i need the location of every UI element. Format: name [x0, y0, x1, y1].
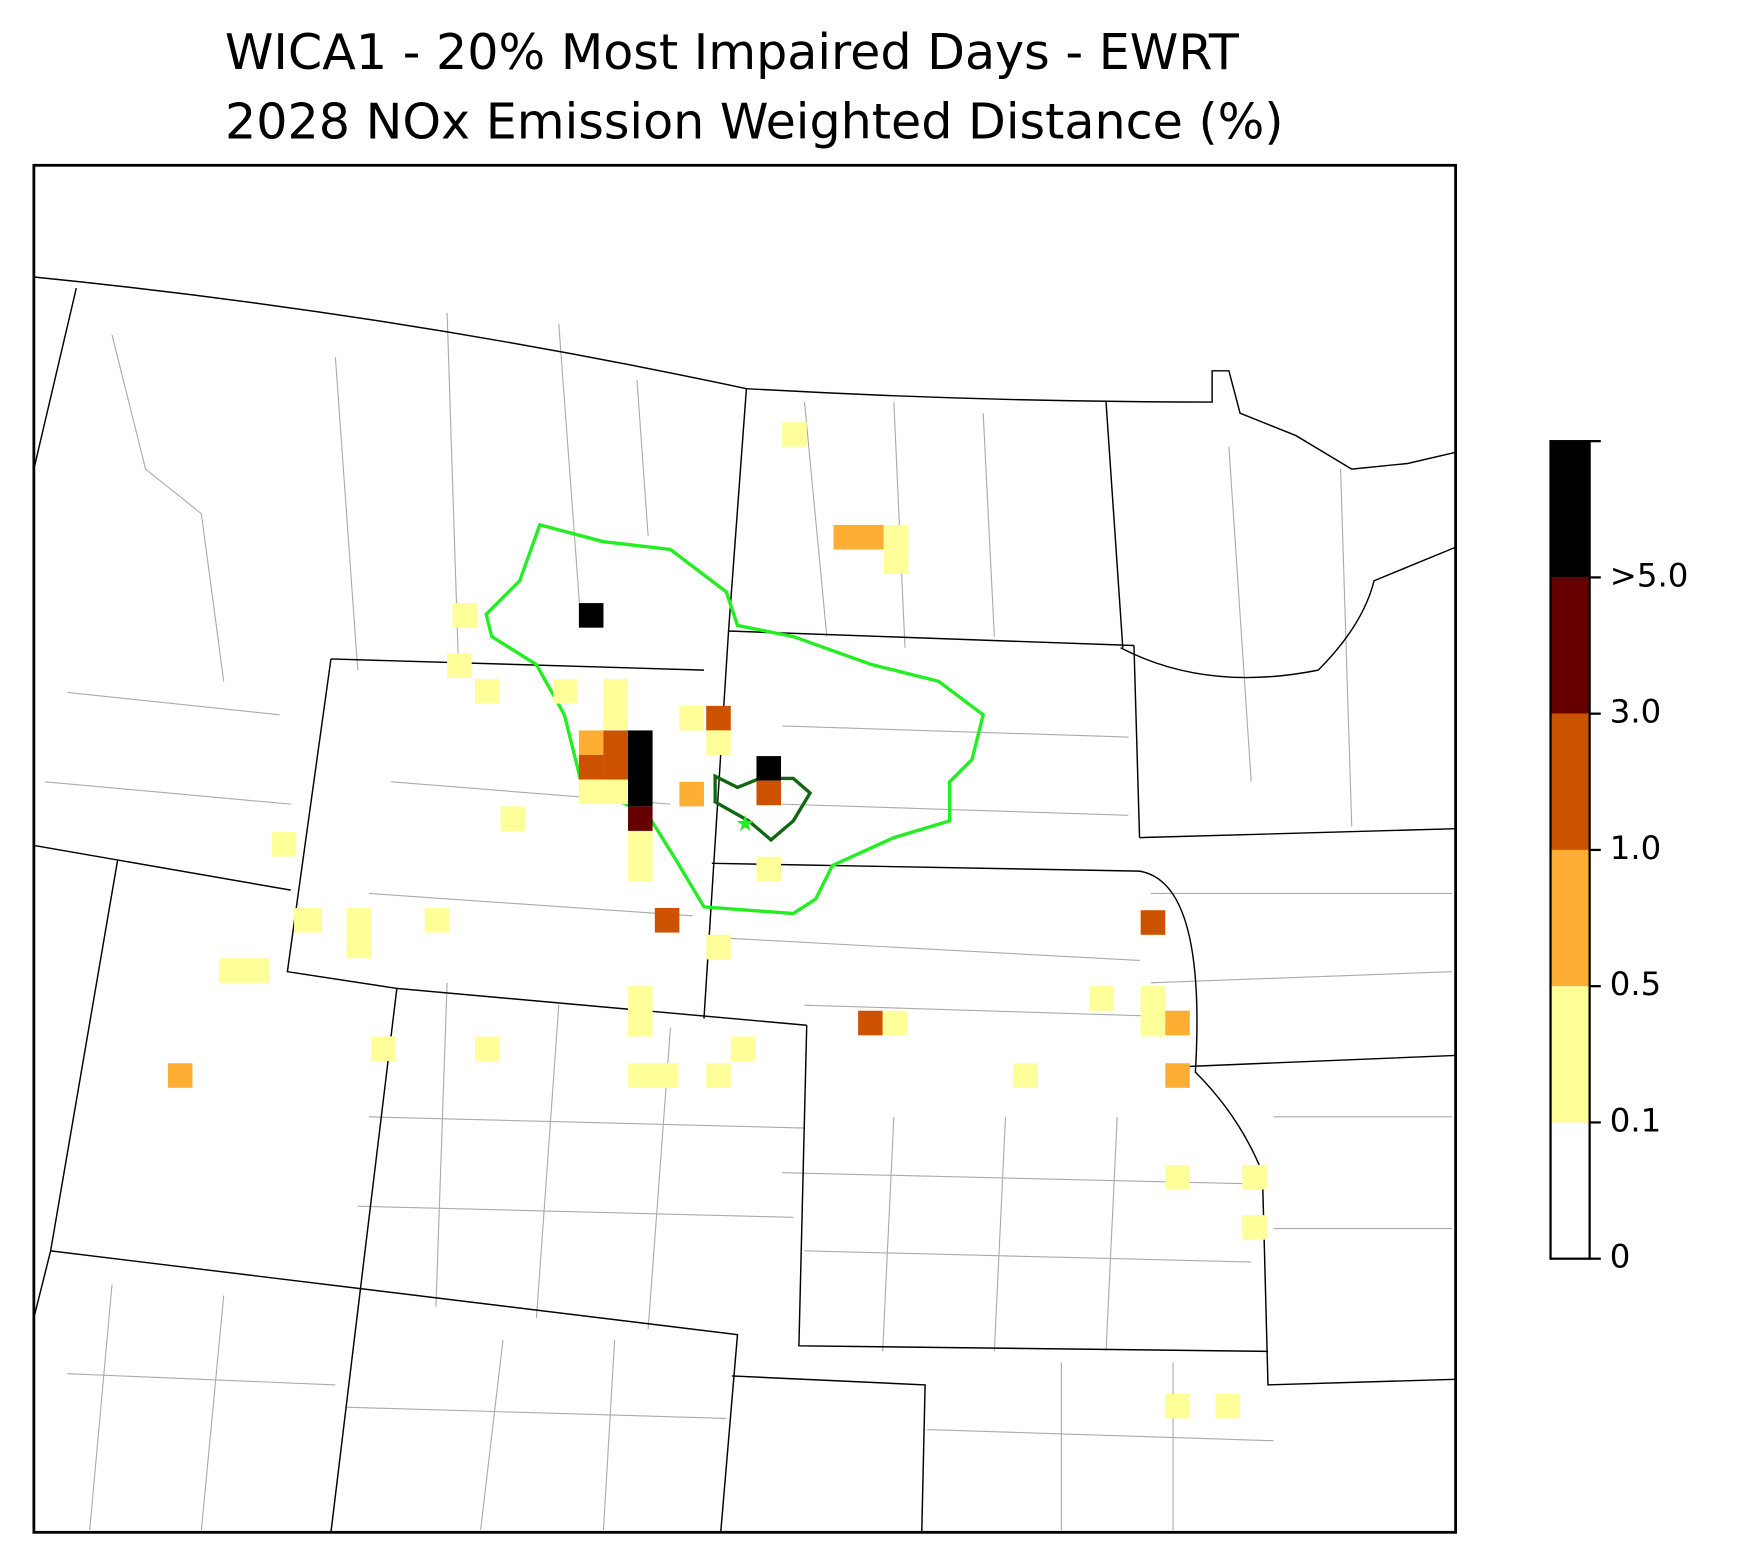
receptor-star: ★ — [735, 811, 755, 837]
colorbar-band — [1550, 849, 1590, 987]
colorbar-band — [1550, 441, 1590, 578]
colorbar-tick-label: >5.0 — [1610, 556, 1689, 594]
county-lines — [44, 312, 1453, 1531]
colorbar-frame — [1549, 440, 1591, 1260]
colorbar-band — [1550, 577, 1590, 714]
colorbar-band — [1550, 1122, 1590, 1259]
title-line: 2028 NOx Emission Weighted Distance (%) — [225, 92, 1284, 150]
map: ★ — [32, 163, 1458, 1534]
grid-cells — [167, 422, 1267, 1419]
colorbar-tick-label: 0 — [1610, 1238, 1631, 1276]
map-frame — [32, 163, 1458, 1534]
colorbar-tick-label: 0.1 — [1610, 1101, 1662, 1139]
colorbar: 0 0.1 0.5 1.0 3.0 >5.0 — [1549, 440, 1689, 1276]
colorbar-tick-label: 3.0 — [1610, 693, 1662, 731]
colorbar-band — [1550, 986, 1590, 1123]
state-boundaries — [33, 276, 1456, 1533]
colorbar-band — [1550, 713, 1590, 850]
colorbar-tick-label: 0.5 — [1610, 965, 1662, 1003]
receptor-contours: ★ — [484, 522, 986, 916]
title-line: WICA1 - 20% Most Impaired Days - EWRT — [225, 23, 1240, 81]
colorbar-tick-label: 1.0 — [1610, 829, 1662, 867]
